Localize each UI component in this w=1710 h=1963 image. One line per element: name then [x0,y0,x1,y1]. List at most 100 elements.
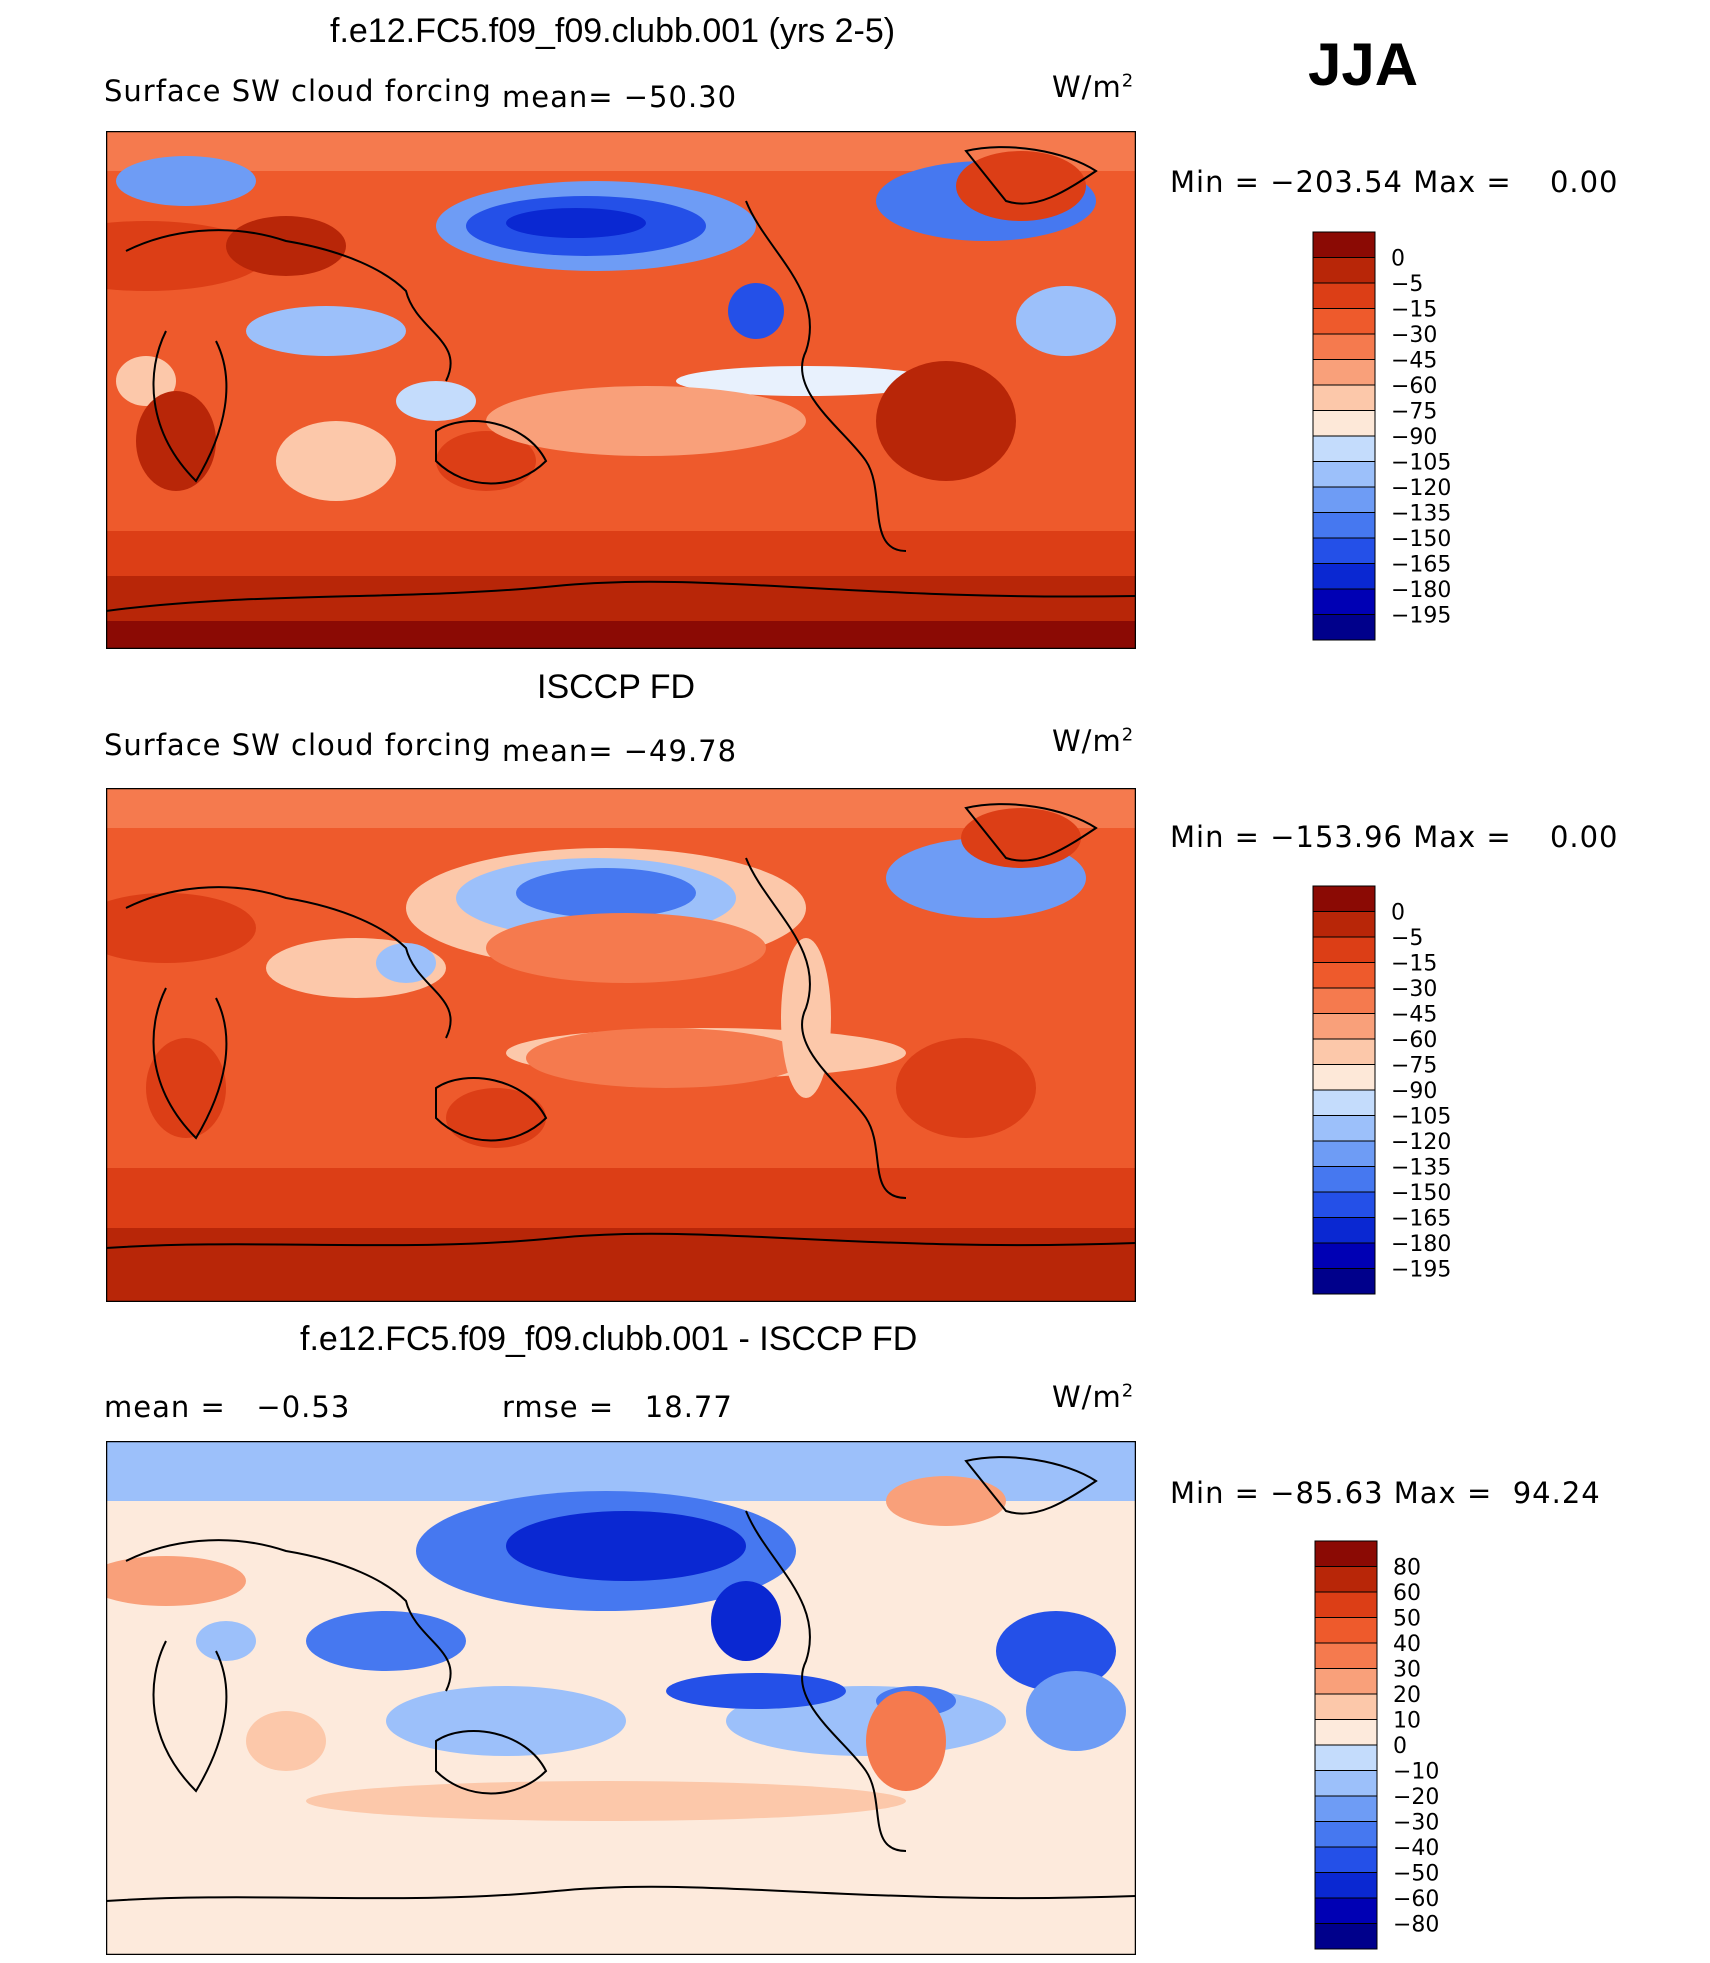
colorbar-box [1312,1140,1376,1167]
colorbar-tick-label: −135 [1391,502,1451,527]
colorbar-tick-label: −30 [1391,977,1437,1002]
panel-title-obs: ISCCP FD [537,668,696,706]
colorbar-tick-label: −5 [1391,272,1423,297]
map-panel-model [106,131,1136,649]
colorbar-box [1314,1693,1378,1720]
colorbar-box [1312,563,1376,590]
colorbar-box [1312,1191,1376,1218]
colorbar-tick-label: 60 [1393,1581,1421,1606]
colorbar-box [1312,231,1376,258]
colorbar-tick-label: −105 [1391,451,1451,476]
colorbar-box [1312,885,1376,912]
colorbar-box [1312,359,1376,386]
colorbar-tick-label: −135 [1391,1156,1451,1181]
colorbar-box [1312,257,1376,284]
minmax-obs: Min = −153.96 Max = 0.00 [1170,820,1619,854]
colorbar-box [1314,1642,1378,1669]
colorbar-tick-label: −45 [1391,1003,1437,1028]
colorbar-box [1312,333,1376,360]
colorbar-tick-label: −165 [1391,1207,1451,1232]
colorbar-box [1314,1744,1378,1771]
colorbar-box [1312,588,1376,615]
colorbar-tick-label: −60 [1391,1028,1437,1053]
colorbar-box [1312,1115,1376,1142]
panel-title-diff: f.e12.FC5.f09_f09.clubb.001 - ISCCP FD [300,1320,918,1358]
colorbar-tick-label: −30 [1391,323,1437,348]
colorbar-box [1312,1242,1376,1269]
colorbar-tick-label: 0 [1391,247,1405,272]
colorbar-tick-label: −75 [1391,1054,1437,1079]
colorbar-model: 0−5−15−30−45−60−75−90−105−120−135−150−16… [1312,231,1451,641]
colorbar-tick-label: 0 [1391,901,1405,926]
colorbar-tick-label: −120 [1391,476,1451,501]
colorbar-tick-label: −120 [1391,1130,1451,1155]
mean-label-diff: mean = −0.53 [104,1390,351,1424]
colorbar-box [1314,1770,1378,1797]
colorbar-box [1312,1013,1376,1040]
colorbar-tick-label: −40 [1393,1836,1439,1861]
colorbar-box [1312,911,1376,938]
colorbar-tick-label: −15 [1391,952,1437,977]
colorbar-tick-label: −15 [1391,298,1437,323]
colorbar-tick-label: −30 [1393,1811,1439,1836]
colorbar-tick-label: −50 [1393,1862,1439,1887]
rmse-label-diff: rmse = 18.77 [502,1390,733,1424]
colorbar-box [1312,461,1376,488]
units-label-diff: W/m2 [1052,1380,1135,1414]
colorbar-box [1312,936,1376,963]
units-label-model: W/m2 [1052,70,1135,104]
colorbar-box [1312,1064,1376,1091]
colorbar-tick-label: −10 [1393,1760,1439,1785]
colorbar-tick-label: −80 [1393,1913,1439,1938]
colorbar-box [1312,614,1376,641]
season-label: JJA [1308,31,1419,98]
colorbar-box [1312,435,1376,462]
colorbar-box [1312,410,1376,437]
colorbar-tick-label: 10 [1393,1709,1421,1734]
colorbar-box [1314,1719,1378,1746]
colorbar-tick-label: 0 [1393,1734,1407,1759]
colorbar-box [1314,1923,1378,1950]
colorbar-tick-label: 20 [1393,1683,1421,1708]
colorbar-tick-label: −165 [1391,553,1451,578]
colorbar-box [1314,1821,1378,1848]
colorbar-tick-label: −60 [1393,1887,1439,1912]
colorbar-tick-label: −180 [1391,1232,1451,1257]
map-panel-diff [106,1441,1136,1955]
colorbar-box [1312,537,1376,564]
colorbar-tick-label: 80 [1393,1556,1421,1581]
colorbar-box [1312,1166,1376,1193]
colorbar-box [1314,1617,1378,1644]
colorbar-tick-label: 30 [1393,1658,1421,1683]
colorbar-box [1312,1217,1376,1244]
colorbar-box [1314,1897,1378,1924]
minmax-diff: Min = −85.63 Max = 94.24 [1170,1476,1601,1510]
panel-title-model: f.e12.FC5.f09_f09.clubb.001 (yrs 2-5) [330,12,896,50]
colorbar-box [1312,308,1376,335]
colorbar-box [1312,1089,1376,1116]
colorbar-box [1314,1540,1378,1567]
colorbar-tick-label: −105 [1391,1105,1451,1130]
colorbar-box [1312,962,1376,989]
colorbar-box [1312,1038,1376,1065]
colorbar-tick-label: 40 [1393,1632,1421,1657]
colorbar-tick-label: −75 [1391,400,1437,425]
variable-label-model: Surface SW cloud forcing [104,74,492,108]
colorbar-box [1314,1668,1378,1695]
variable-label-obs: Surface SW cloud forcing [104,728,492,762]
colorbar-box [1314,1872,1378,1899]
colorbar-tick-label: −90 [1391,1079,1437,1104]
mean-label-obs: mean= −49.78 [502,734,738,768]
colorbar-box [1312,384,1376,411]
colorbar-box [1312,282,1376,309]
colorbar-box [1312,512,1376,539]
mean-label-model: mean= −50.30 [502,80,738,114]
colorbar-box [1312,486,1376,513]
colorbar-tick-label: −150 [1391,1181,1451,1206]
colorbar-tick-label: −60 [1391,374,1437,399]
units-label-obs: W/m2 [1052,724,1135,758]
colorbar-tick-label: −90 [1391,425,1437,450]
colorbar-box [1314,1795,1378,1822]
colorbar-obs: 0−5−15−30−45−60−75−90−105−120−135−150−16… [1312,885,1451,1295]
